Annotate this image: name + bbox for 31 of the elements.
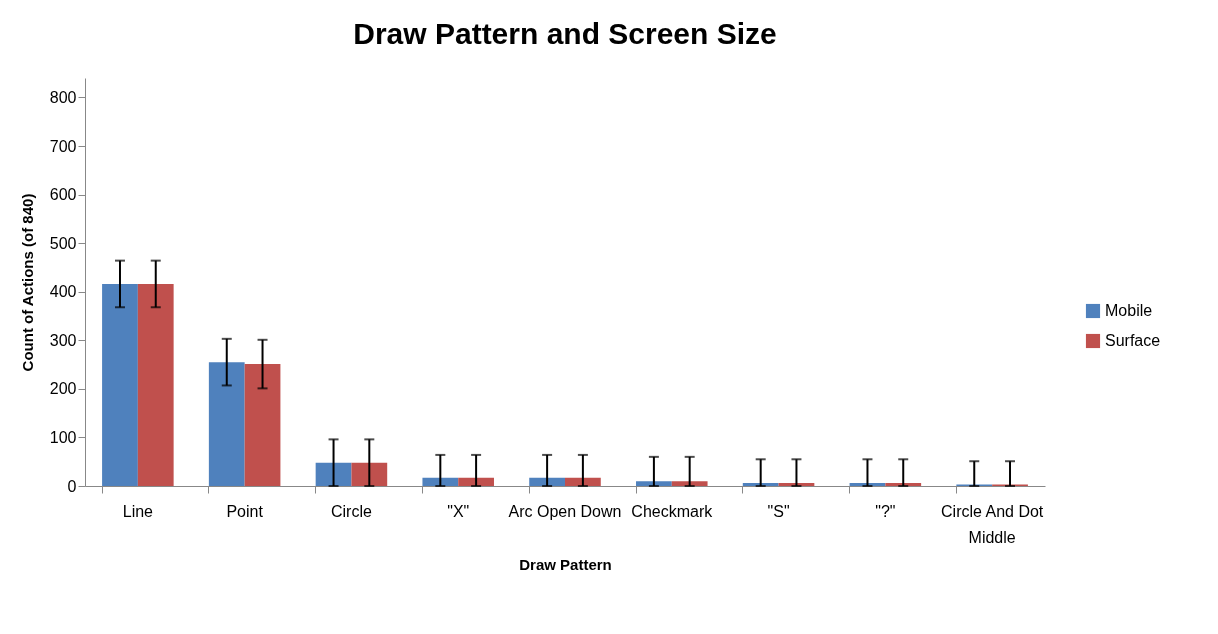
x-tick-label: Circle And Dot Middle — [941, 502, 1044, 546]
x-tick-label: Line — [122, 502, 154, 520]
legend-label: Mobile — [1105, 302, 1153, 319]
bar — [315, 462, 352, 486]
y-tick-label: 500 — [49, 234, 77, 252]
legend-label: Surface — [1105, 332, 1161, 349]
x-tick-label: Circle — [330, 502, 372, 520]
y-tick-label: 300 — [49, 331, 77, 349]
bar — [102, 283, 138, 486]
bar — [137, 283, 174, 486]
bar — [244, 364, 281, 486]
y-tick-label: 600 — [49, 186, 77, 204]
x-axis-title: Draw Pattern — [519, 555, 612, 573]
y-tick-label: 700 — [49, 137, 77, 155]
x-tick-label: Arc Open Down — [508, 502, 622, 520]
x-tick-label: Checkmark — [631, 502, 714, 520]
x-tick-label: "X" — [447, 502, 470, 520]
bar — [351, 462, 388, 486]
y-tick-label: 400 — [49, 283, 77, 301]
bar — [636, 481, 672, 486]
y-axis-title: Count of Actions (of 840) — [18, 193, 36, 372]
y-tick-label: 800 — [49, 88, 77, 106]
x-tick-label: "S" — [767, 502, 790, 520]
y-tick-label: 200 — [49, 380, 77, 398]
chart-title: Draw Pattern and Screen Size — [353, 17, 777, 50]
bar — [208, 362, 245, 486]
x-tick-label: Point — [226, 502, 264, 520]
y-tick-label: 0 — [67, 477, 77, 495]
bar — [671, 481, 708, 486]
x-tick-label: "?" — [875, 502, 896, 520]
y-tick-label: 100 — [49, 428, 77, 446]
